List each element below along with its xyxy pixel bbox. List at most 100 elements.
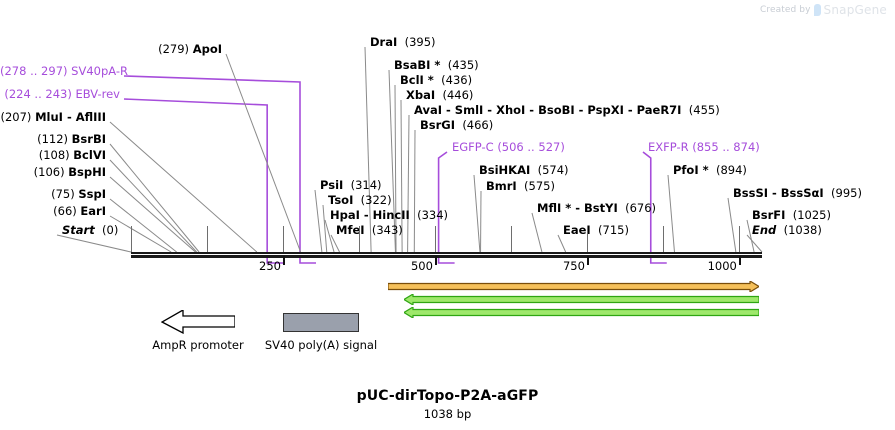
label-position: (466)	[462, 118, 494, 132]
enzyme-label-xbaI[interactable]: XbaI (446)	[406, 89, 473, 101]
label-position: (322)	[360, 193, 392, 207]
enzyme-label-bssSI[interactable]: BssSI - BssSαI (995)	[733, 187, 862, 199]
legend-item-ampr-promoter[interactable]: AmpR promoter	[148, 310, 248, 352]
label-position: (855 .. 874)	[692, 140, 760, 154]
enzyme-label-bsrGI[interactable]: BsrGI (466)	[420, 119, 493, 131]
label-position: (278 .. 297)	[0, 64, 72, 78]
label-position: (715)	[598, 223, 629, 237]
legend-swatch-arrow-left	[148, 310, 248, 334]
enzyme-label-hpaI[interactable]: HpaI - HincII (334)	[330, 209, 448, 221]
label-name: EaeI	[563, 223, 591, 237]
enzyme-label-exfpR[interactable]: EXFP-R (855 .. 874)	[648, 141, 760, 153]
watermark-brand: SnapGene	[823, 3, 887, 17]
label-position: (894)	[715, 163, 747, 177]
enzyme-label-bclI[interactable]: BclI * (436)	[400, 74, 472, 86]
label-position: (1025)	[792, 208, 831, 222]
enzyme-label-tsoI[interactable]: TsoI (322)	[328, 194, 392, 206]
enzyme-label-bclVI[interactable]: (108) BclVI	[0, 149, 106, 161]
label-name: EarI	[80, 204, 106, 218]
enzyme-label-eaeI[interactable]: EaeI (715)	[563, 224, 629, 236]
label-position: (279)	[158, 42, 193, 56]
enzyme-label-bsaBI[interactable]: BsaBI * (435)	[394, 59, 479, 71]
enzyme-label-ebvRev[interactable]: (224 .. 243) EBV-rev	[0, 88, 120, 100]
enzyme-label-mfeI[interactable]: MfeI (343)	[336, 224, 403, 236]
enzyme-label-mluI[interactable]: (207) MluI - AflIII	[0, 110, 107, 124]
ruler-tick	[586, 256, 589, 265]
enzyme-label-bspHI[interactable]: (106) BspHI	[0, 166, 106, 178]
leader-line	[109, 176, 196, 253]
legend-item-sv40-polya[interactable]: SV40 poly(A) signal	[260, 310, 382, 352]
label-name: BsaBI *	[394, 58, 441, 72]
enzyme-label-draI[interactable]: DraI (395)	[370, 36, 436, 48]
label-position: (455)	[688, 103, 720, 117]
ruler-tick-label: 1000	[707, 259, 737, 273]
leader-line	[123, 75, 316, 264]
label-position: (506 .. 527)	[497, 140, 565, 154]
ruler-tick-label: 750	[562, 259, 585, 273]
leader-line	[667, 174, 675, 253]
leader-line	[557, 234, 567, 253]
label-name: AvaI - SmlI - XhoI - BsoBI - PspXI - Pae…	[414, 103, 682, 117]
feature-arrow-sv40-polya-a[interactable]	[404, 294, 759, 305]
label-position: (446)	[442, 88, 474, 102]
leader-line	[314, 189, 323, 253]
label-name: XbaI	[406, 88, 436, 102]
label-name: BclI *	[400, 73, 434, 87]
ruler-tick	[434, 256, 437, 265]
label-name: BmrI	[486, 179, 517, 193]
legend-label: AmpR promoter	[152, 338, 244, 352]
label-name: BspHI	[68, 165, 106, 179]
label-name: End	[752, 223, 777, 237]
label-name: MflI * - BstYI	[537, 201, 618, 215]
leader-line	[322, 204, 328, 253]
enzyme-label-sv40paR[interactable]: (278 .. 297) SV40pA-R	[0, 64, 128, 78]
label-name: BssSI - BssSαI	[733, 186, 824, 200]
enzyme-label-psiI[interactable]: PsiI (314)	[320, 179, 382, 191]
enzyme-label-apoI[interactable]: (279) ApoI	[0, 43, 222, 55]
feature-arrow-ampr-promoter[interactable]	[388, 281, 759, 292]
watermark-prefix: Created by	[760, 5, 811, 15]
enzyme-label-bsrFI[interactable]: BsrFI (1025)	[752, 209, 831, 221]
ruler-minor-tick	[282, 226, 284, 252]
enzyme-label-bmrI[interactable]: BmrI (575)	[486, 180, 555, 192]
plasmid-length: 1038 bp	[423, 407, 472, 421]
ruler-minor-tick	[738, 226, 740, 252]
enzyme-label-start[interactable]: Start (0)	[62, 224, 118, 236]
leader-line	[123, 98, 284, 264]
label-name: BsrBI	[71, 132, 106, 146]
ruler-minor-tick	[662, 226, 664, 252]
label-position: (395)	[404, 35, 436, 49]
label-name: PsiI	[320, 178, 344, 192]
label-position: (0)	[102, 223, 119, 237]
label-name: EBV-rev	[75, 87, 120, 101]
snapgene-watermark: Created by SnapGene	[760, 3, 887, 17]
enzyme-label-bsiHKAI[interactable]: BsiHKAI (574)	[479, 164, 569, 176]
ruler-minor-tick	[206, 226, 208, 252]
enzyme-label-sspI[interactable]: (75) SspI	[0, 188, 106, 200]
feature-arrow-shape	[404, 307, 759, 318]
enzyme-label-avaI[interactable]: AvaI - SmlI - XhoI - BsoBI - PspXI - Pae…	[414, 104, 720, 116]
enzyme-label-end[interactable]: End (1038)	[752, 224, 822, 236]
leader-line	[746, 234, 763, 253]
leader-line	[109, 121, 258, 253]
enzyme-label-mflI[interactable]: MflI * - BstYI (676)	[537, 202, 656, 214]
leader-line	[109, 198, 177, 253]
label-position: (574)	[537, 163, 569, 177]
label-position: (224 .. 243)	[4, 87, 76, 101]
title-block: pUC-dirTopo-P2A-aGFP 1038 bp	[0, 388, 895, 421]
label-name: PfoI *	[673, 163, 709, 177]
label-name: EGFP-C	[452, 140, 494, 154]
legend-swatch-rect	[260, 310, 382, 334]
label-position: (676)	[625, 201, 657, 215]
enzyme-label-pfoI[interactable]: PfoI * (894)	[673, 164, 747, 176]
label-position: (575)	[524, 179, 555, 193]
feature-arrow-sv40-polya-b[interactable]	[404, 307, 759, 318]
enzyme-label-earI[interactable]: (66) EarI	[0, 205, 106, 217]
enzyme-label-egfpC[interactable]: EGFP-C (506 .. 527)	[452, 141, 565, 153]
label-name: MluI - AflIII	[35, 110, 106, 124]
plasmid-title: pUC-dirTopo-P2A-aGFP	[356, 388, 539, 404]
label-position: (112)	[37, 132, 72, 146]
label-name: TsoI	[328, 193, 354, 207]
enzyme-label-bsrBI[interactable]: (112) BsrBI	[0, 133, 106, 145]
